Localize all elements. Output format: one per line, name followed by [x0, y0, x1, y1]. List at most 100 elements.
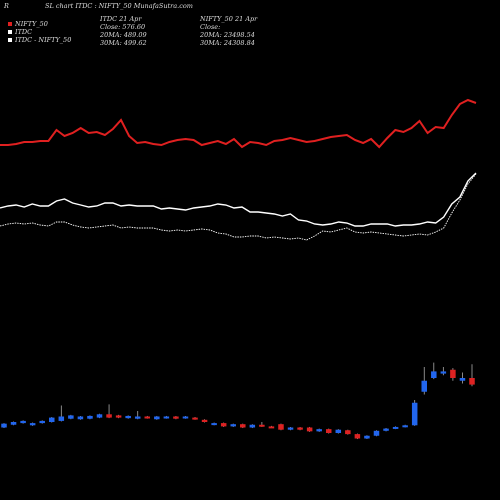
- candle: [421, 367, 427, 395]
- candle: [230, 423, 236, 427]
- candle: [49, 417, 55, 423]
- legend-item-nifty: NIFTY_50: [8, 20, 71, 28]
- candle-body: [459, 378, 466, 381]
- left-marker: R: [4, 2, 9, 10]
- candle: [402, 424, 408, 428]
- candle: [287, 426, 294, 431]
- candle-body: [335, 429, 342, 433]
- candle: [87, 415, 93, 420]
- candle: [154, 415, 160, 420]
- candle-body: [115, 415, 122, 418]
- candle: [173, 415, 179, 420]
- candle-body: [106, 414, 112, 418]
- candle-body: [411, 402, 418, 426]
- candle: [259, 422, 265, 427]
- candle-body: [421, 380, 427, 392]
- candle-body: [297, 427, 303, 430]
- candle-body: [230, 424, 236, 427]
- legend-label-ratio: ITDC - NIFTY_50: [15, 36, 72, 44]
- candle-body: [364, 435, 370, 439]
- candle: [335, 429, 342, 434]
- candle-body: [182, 416, 189, 419]
- candle-body: [173, 416, 179, 419]
- info-itdc-ma20: 20MA: 489.09: [100, 31, 147, 39]
- legend-label-itdc: ITDC: [15, 28, 33, 36]
- candle: [39, 420, 45, 424]
- candle-body: [154, 416, 160, 420]
- candle: [1, 423, 7, 429]
- candle-body: [345, 430, 351, 435]
- candle-body: [39, 420, 45, 424]
- candle-body: [450, 369, 456, 378]
- candle-body: [68, 415, 74, 419]
- candle: [192, 417, 198, 420]
- candle: [211, 422, 217, 426]
- candle-body: [469, 378, 475, 385]
- candle: [354, 433, 361, 440]
- candles-layer: [1, 362, 475, 440]
- candle: [10, 421, 17, 426]
- candle: [345, 429, 351, 435]
- info-itdc-date: ITDC 21 Apr: [100, 15, 142, 23]
- candle-body: [211, 423, 217, 426]
- candle-body: [316, 429, 322, 432]
- info-nifty-ma30: 30MA: 24308.84: [200, 39, 255, 47]
- candle: [325, 428, 332, 434]
- candle-body: [354, 434, 361, 439]
- candle-body: [192, 417, 198, 420]
- candle-body: [20, 420, 26, 424]
- info-nifty: NIFTY_50 21 Apr Close: 20MA: 23498.54 30…: [200, 15, 257, 47]
- candle-body: [58, 416, 65, 421]
- candle-body: [259, 424, 265, 427]
- nifty-line: [0, 98, 477, 149]
- candle: [297, 426, 303, 431]
- candle-body: [325, 429, 332, 433]
- legend-swatch-itdc: [8, 30, 12, 34]
- candle-body: [268, 426, 275, 429]
- candle: [125, 415, 131, 419]
- ratio-line: [0, 173, 477, 241]
- candle: [278, 423, 284, 431]
- legend-item-ratio: ITDC - NIFTY_50: [8, 36, 71, 44]
- info-itdc-ma30: 30MA: 499.62: [100, 39, 147, 47]
- candle: [240, 423, 246, 429]
- candle-body: [1, 423, 7, 428]
- candle: [68, 414, 74, 420]
- legend-item-itdc: ITDC: [8, 28, 71, 36]
- info-nifty-close: Close:: [200, 23, 221, 31]
- candle: [411, 400, 418, 426]
- candle-body: [249, 424, 256, 428]
- candle-body: [125, 415, 131, 419]
- candle-body: [383, 428, 389, 431]
- legend: NIFTY_50 ITDC ITDC - NIFTY_50: [8, 20, 71, 44]
- candle-body: [373, 430, 380, 436]
- info-nifty-date: NIFTY_50 21 Apr: [200, 15, 258, 23]
- candle: [383, 428, 389, 432]
- candle: [96, 413, 103, 419]
- candle: [373, 430, 380, 437]
- candle: [306, 426, 313, 432]
- info-itdc-close: Close: 576.60: [100, 23, 146, 31]
- candle: [459, 372, 466, 384]
- candle: [115, 414, 122, 419]
- candle-body: [29, 423, 36, 426]
- candle-body: [240, 424, 246, 428]
- candle: [29, 422, 36, 426]
- candle: [450, 368, 456, 381]
- candle-body: [144, 416, 151, 419]
- candle-body: [87, 415, 93, 419]
- candle: [106, 404, 112, 419]
- info-itdc: ITDC 21 Apr Close: 576.60 20MA: 489.09 3…: [100, 15, 147, 47]
- candle: [58, 405, 65, 422]
- candle: [316, 428, 322, 432]
- candle: [392, 426, 399, 430]
- candle-body: [392, 426, 399, 429]
- candle: [77, 415, 84, 420]
- candle-body: [278, 424, 284, 430]
- candle: [134, 411, 141, 420]
- candle: [20, 420, 26, 424]
- chart-title: SL chart ITDC : NIFTY_50 MunafaSutra.com: [45, 2, 193, 10]
- candle-body: [201, 419, 208, 422]
